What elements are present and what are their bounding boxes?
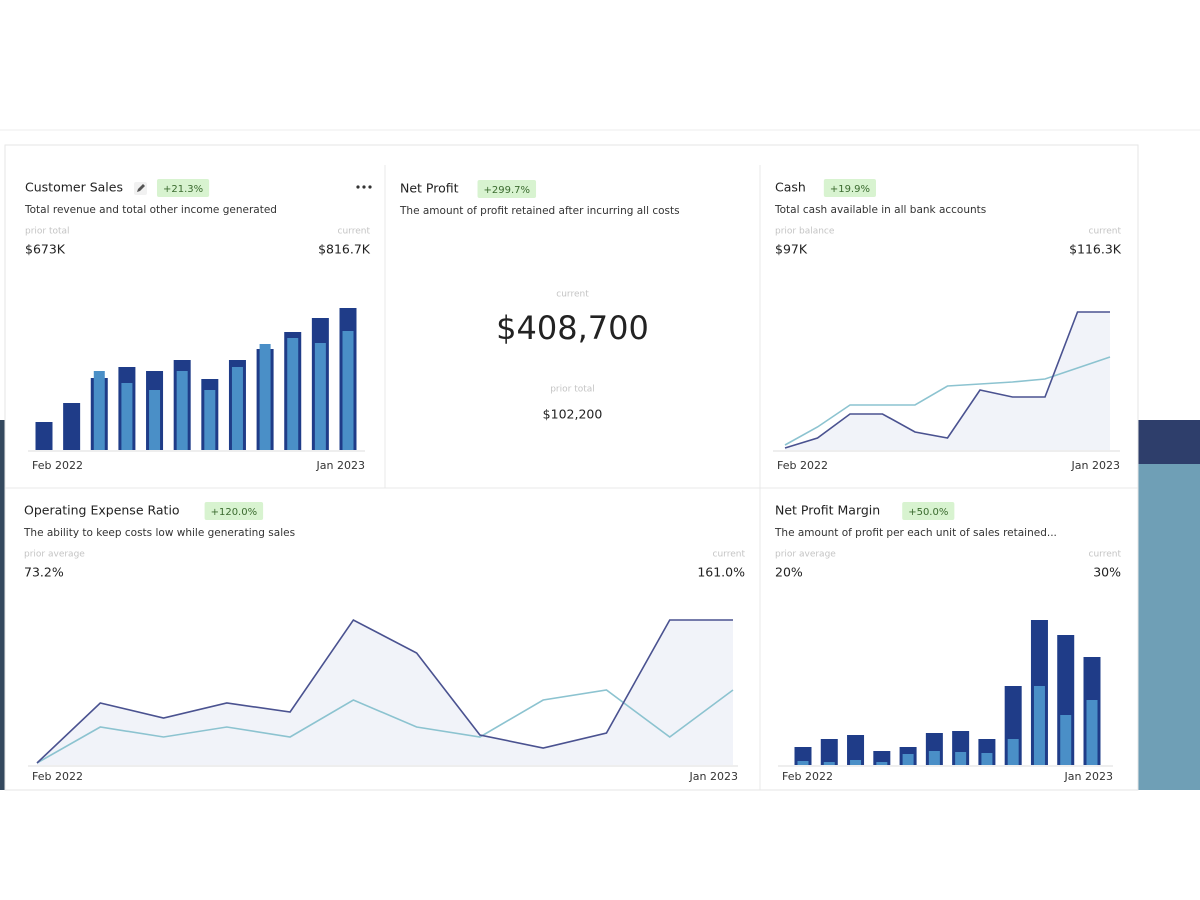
prior-value: 73.2%: [24, 565, 64, 580]
change-badge: [204, 502, 264, 520]
card-description: The ability to keep costs low while gene…: [23, 527, 295, 539]
x-end-label: Jan 2023: [1071, 459, 1120, 472]
bar: [259, 344, 271, 450]
x-end-label: Jan 2023: [689, 770, 738, 783]
line: [36, 618, 733, 764]
right-backdrop: [1138, 464, 1200, 790]
x-end-label: Jan 2023: [1064, 770, 1113, 783]
current-label: current: [1089, 550, 1122, 560]
prior-value: $102,200: [543, 407, 603, 422]
x-start-label: Feb 2022: [32, 770, 83, 783]
bar: [204, 390, 216, 450]
card-title: Net Profit: [400, 181, 459, 196]
current-label: current: [1089, 227, 1122, 237]
x-end-label: Jan 2023: [316, 459, 365, 472]
prior-value: $97K: [775, 242, 808, 257]
change-badge: [156, 179, 210, 197]
bar: [176, 371, 188, 450]
bar: [1033, 686, 1045, 765]
line: [784, 311, 1110, 449]
bar: [63, 403, 81, 450]
change-badge: [823, 179, 876, 197]
change-badge-text: +19.9%: [830, 184, 870, 195]
change-badge-text: +21.3%: [163, 184, 203, 195]
bar: [1086, 700, 1098, 765]
bar: [1060, 715, 1072, 765]
right-backdrop-top: [1138, 420, 1200, 464]
left-backdrop: [0, 420, 6, 790]
change-badge-text: +120.0%: [211, 507, 258, 518]
current-label: current: [713, 550, 746, 560]
card-title: Cash: [775, 180, 806, 195]
bar: [1007, 739, 1019, 765]
x-start-label: Feb 2022: [782, 770, 833, 783]
prior-label: prior total: [25, 227, 70, 237]
line: [36, 689, 734, 764]
bar: [794, 747, 812, 765]
bar: [149, 390, 161, 450]
card-description: The amount of profit retained after incu…: [399, 205, 680, 217]
change-badge-text: +299.7%: [484, 185, 531, 196]
bar: [902, 754, 914, 765]
card-title: Operating Expense Ratio: [24, 503, 180, 518]
card-title: Customer Sales: [25, 180, 123, 195]
bar: [35, 422, 53, 450]
bar: [342, 331, 354, 450]
change-badge: [902, 502, 955, 520]
prior-label: prior total: [550, 385, 595, 395]
prior-value: $673K: [25, 242, 66, 257]
current-value: 161.0%: [697, 565, 745, 580]
bar: [928, 751, 940, 765]
bar: [873, 751, 891, 765]
current-label: current: [338, 227, 371, 237]
change-badge-text: +50.0%: [908, 507, 948, 518]
bar: [820, 739, 838, 765]
bar: [876, 762, 888, 765]
current-value: 30%: [1093, 565, 1121, 580]
line: [784, 356, 1111, 446]
prior-label: prior balance: [775, 227, 835, 237]
bar: [121, 383, 133, 450]
change-badge: [477, 180, 537, 198]
bar: [231, 367, 243, 450]
bar: [823, 762, 835, 765]
bar: [850, 760, 862, 765]
prior-label: prior average: [24, 550, 85, 560]
card-description: Total cash available in all bank account…: [774, 204, 986, 216]
bar: [955, 752, 967, 765]
x-start-label: Feb 2022: [32, 459, 83, 472]
current-value: $116.3K: [1069, 242, 1122, 257]
x-start-label: Feb 2022: [777, 459, 828, 472]
card-description: Total revenue and total other income gen…: [24, 204, 277, 216]
prior-label: prior average: [775, 550, 836, 560]
bar: [847, 735, 865, 765]
bar: [981, 753, 993, 765]
more-menu[interactable]: [356, 185, 372, 189]
current-label: current: [556, 290, 589, 300]
edit-icon[interactable]: [134, 182, 147, 195]
bar: [797, 761, 809, 765]
area: [785, 312, 1110, 450]
prior-value: 20%: [775, 565, 803, 580]
current-value: $408,700: [496, 309, 649, 347]
card-title: Net Profit Margin: [775, 503, 880, 518]
bar: [287, 338, 299, 450]
card-description: The amount of profit per each unit of sa…: [774, 527, 1057, 539]
current-value: $816.7K: [318, 242, 371, 257]
dashboard-panel: [4, 144, 1139, 791]
bar: [314, 343, 326, 450]
bar: [93, 371, 105, 450]
